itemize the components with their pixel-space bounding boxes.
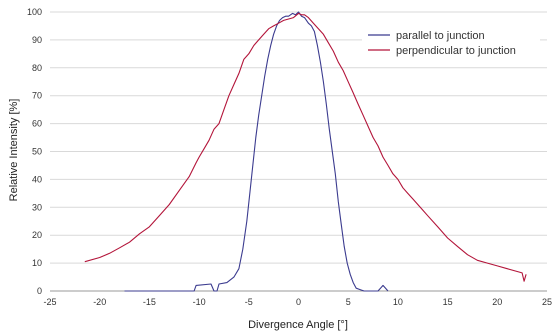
- y-tick-label: 0: [37, 286, 42, 296]
- y-tick-label: 20: [32, 230, 42, 240]
- x-tick-label: 5: [346, 297, 351, 307]
- y-tick-label: 70: [32, 91, 42, 101]
- y-axis-label: Relative Intensity [%]: [8, 99, 20, 202]
- grid-lines: [50, 11, 547, 264]
- x-tick-label: -15: [143, 297, 156, 307]
- legend: parallel to junction perpendicular to ju…: [362, 27, 540, 61]
- series-lines: [84, 11, 527, 292]
- x-tick-label: -5: [245, 297, 253, 307]
- y-tick-label: 30: [32, 202, 42, 212]
- legend-label-parallel: parallel to junction: [396, 30, 485, 42]
- series-line-perpendicular: [84, 12, 527, 282]
- legend-label-perpendicular: perpendicular to junction: [396, 45, 516, 57]
- y-tick-label: 10: [32, 258, 42, 268]
- y-tick-label: 90: [32, 35, 42, 45]
- y-tick-label: 40: [32, 174, 42, 184]
- y-tick-label: 50: [32, 147, 42, 157]
- x-tick-label: -20: [93, 297, 106, 307]
- x-tick-label: 15: [443, 297, 453, 307]
- x-axis-label: Divergence Angle [°]: [248, 319, 348, 331]
- y-tick-label: 100: [27, 7, 42, 17]
- legend-background: [362, 27, 540, 61]
- x-tick-label: -25: [43, 297, 56, 307]
- x-tick-label: -10: [193, 297, 206, 307]
- y-tick-label: 60: [32, 119, 42, 129]
- x-tick-label: 20: [492, 297, 502, 307]
- x-tick-label: 10: [393, 297, 403, 307]
- x-tick-label: 0: [296, 297, 301, 307]
- x-tick-label: 25: [542, 297, 552, 307]
- tick-labels: 0 10 20 30 40 50 60 70 80 90 100 -25 -20 -15 -10 -5 0 5 10…: [27, 7, 552, 307]
- y-tick-label: 80: [32, 63, 42, 73]
- series-line-parallel: [124, 11, 389, 292]
